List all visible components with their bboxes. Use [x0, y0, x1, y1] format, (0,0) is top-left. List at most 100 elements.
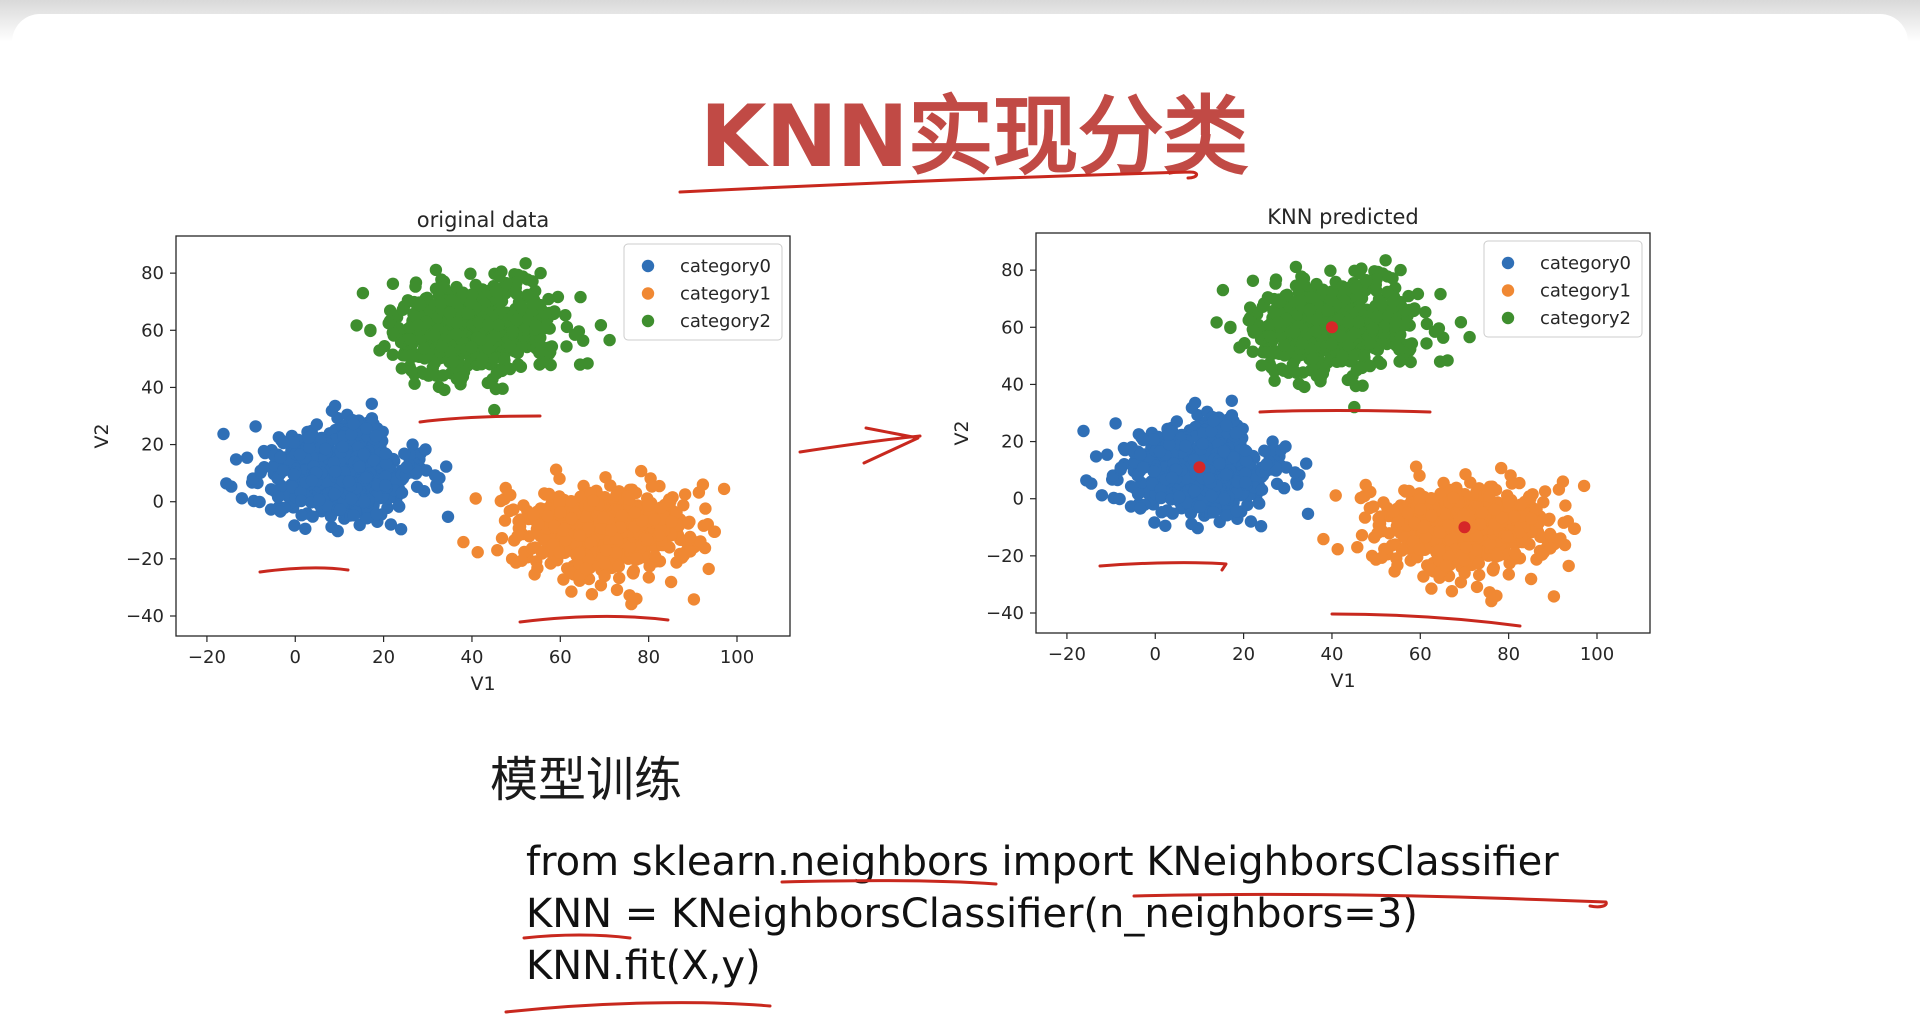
data-point: [254, 464, 267, 477]
x-tick-label: −20: [1048, 644, 1086, 665]
data-point: [534, 266, 547, 280]
data-point: [1370, 310, 1383, 323]
data-point: [1155, 491, 1168, 505]
data-point: [1483, 537, 1497, 550]
data-point: [1425, 492, 1438, 505]
data-point: [1225, 394, 1238, 407]
data-point: [553, 546, 566, 559]
data-point: [1264, 330, 1277, 343]
data-point: [1381, 285, 1394, 299]
data-point: [526, 275, 539, 288]
data-point: [1277, 339, 1291, 352]
data-point: [1179, 439, 1192, 453]
prediction-point: [1458, 521, 1471, 534]
y-tick-label: 60: [1001, 317, 1024, 338]
data-point: [1258, 444, 1271, 457]
data-point: [503, 504, 516, 518]
legend-marker: [641, 314, 655, 328]
y-tick-label: −20: [986, 546, 1024, 567]
data-point: [345, 428, 358, 441]
data-point: [379, 447, 392, 460]
data-point: [1425, 509, 1438, 522]
data-point: [1310, 369, 1323, 383]
data-point: [496, 382, 509, 395]
data-point: [511, 529, 524, 543]
data-point: [687, 593, 701, 606]
data-point: [345, 492, 358, 506]
data-point: [1227, 451, 1240, 464]
y-tick-label: 40: [1001, 374, 1024, 395]
y-tick-label: 0: [1013, 489, 1024, 510]
data-point: [1341, 315, 1355, 329]
data-point: [1317, 532, 1330, 546]
annotation-arrow-line: [798, 434, 922, 454]
data-point: [1457, 554, 1471, 567]
data-point: [1124, 500, 1138, 513]
data-point: [551, 290, 565, 304]
data-point: [526, 298, 540, 311]
data-point: [1239, 476, 1252, 489]
data-point: [253, 495, 266, 509]
data-point: [1375, 551, 1388, 564]
data-point: [515, 554, 528, 567]
data-point: [654, 501, 668, 514]
legend-marker: [641, 287, 655, 300]
data-point: [1239, 467, 1252, 480]
data-point: [1470, 580, 1484, 594]
data-point: [1265, 361, 1278, 374]
data-point: [1193, 500, 1207, 513]
data-point: [1433, 355, 1447, 368]
data-point: [386, 348, 399, 361]
data-point: [1354, 491, 1367, 505]
data-point: [683, 530, 697, 544]
data-point: [419, 443, 432, 456]
data-point: [404, 333, 417, 346]
data-point: [1530, 503, 1543, 516]
annotation-fit-underline: [504, 1001, 772, 1014]
x-tick-label: 60: [1409, 644, 1432, 665]
data-point: [1294, 294, 1307, 307]
data-point: [1301, 507, 1315, 520]
data-point: [1445, 585, 1459, 598]
data-point: [312, 493, 326, 507]
data-point: [627, 567, 640, 580]
data-point: [1389, 316, 1403, 329]
y-tick-label: 20: [1001, 432, 1024, 453]
data-point: [360, 422, 373, 435]
data-point: [708, 525, 721, 538]
data-point: [1538, 485, 1552, 498]
data-point: [1442, 550, 1455, 563]
legend: category0 category1 category2: [1483, 240, 1643, 338]
data-point: [1419, 306, 1432, 319]
data-point: [469, 492, 482, 505]
data-point: [665, 515, 678, 528]
scatter-points: [217, 257, 731, 611]
data-point: [450, 328, 463, 341]
data-point: [347, 509, 360, 522]
data-point: [1225, 409, 1239, 422]
data-point: [535, 547, 549, 560]
data-point: [1379, 254, 1392, 267]
data-point: [1089, 450, 1103, 463]
data-point: [1224, 320, 1237, 334]
data-point: [393, 500, 406, 513]
data-point: [1114, 461, 1127, 474]
data-point: [1447, 491, 1460, 504]
data-point: [1458, 566, 1471, 580]
data-point: [1439, 559, 1453, 573]
data-point: [405, 349, 418, 362]
data-point: [1393, 343, 1406, 356]
scatter-points: [1077, 254, 1591, 608]
data-point: [648, 550, 662, 563]
data-point: [1409, 460, 1423, 473]
y-tick-label: 20: [141, 435, 164, 456]
data-point: [1266, 435, 1279, 448]
data-point: [1490, 549, 1504, 562]
data-point: [1305, 291, 1319, 304]
data-point: [434, 297, 447, 310]
data-point: [574, 290, 587, 304]
data-point: [1420, 317, 1434, 331]
data-point: [1131, 487, 1145, 501]
data-point: [525, 542, 539, 555]
data-point: [628, 506, 641, 519]
